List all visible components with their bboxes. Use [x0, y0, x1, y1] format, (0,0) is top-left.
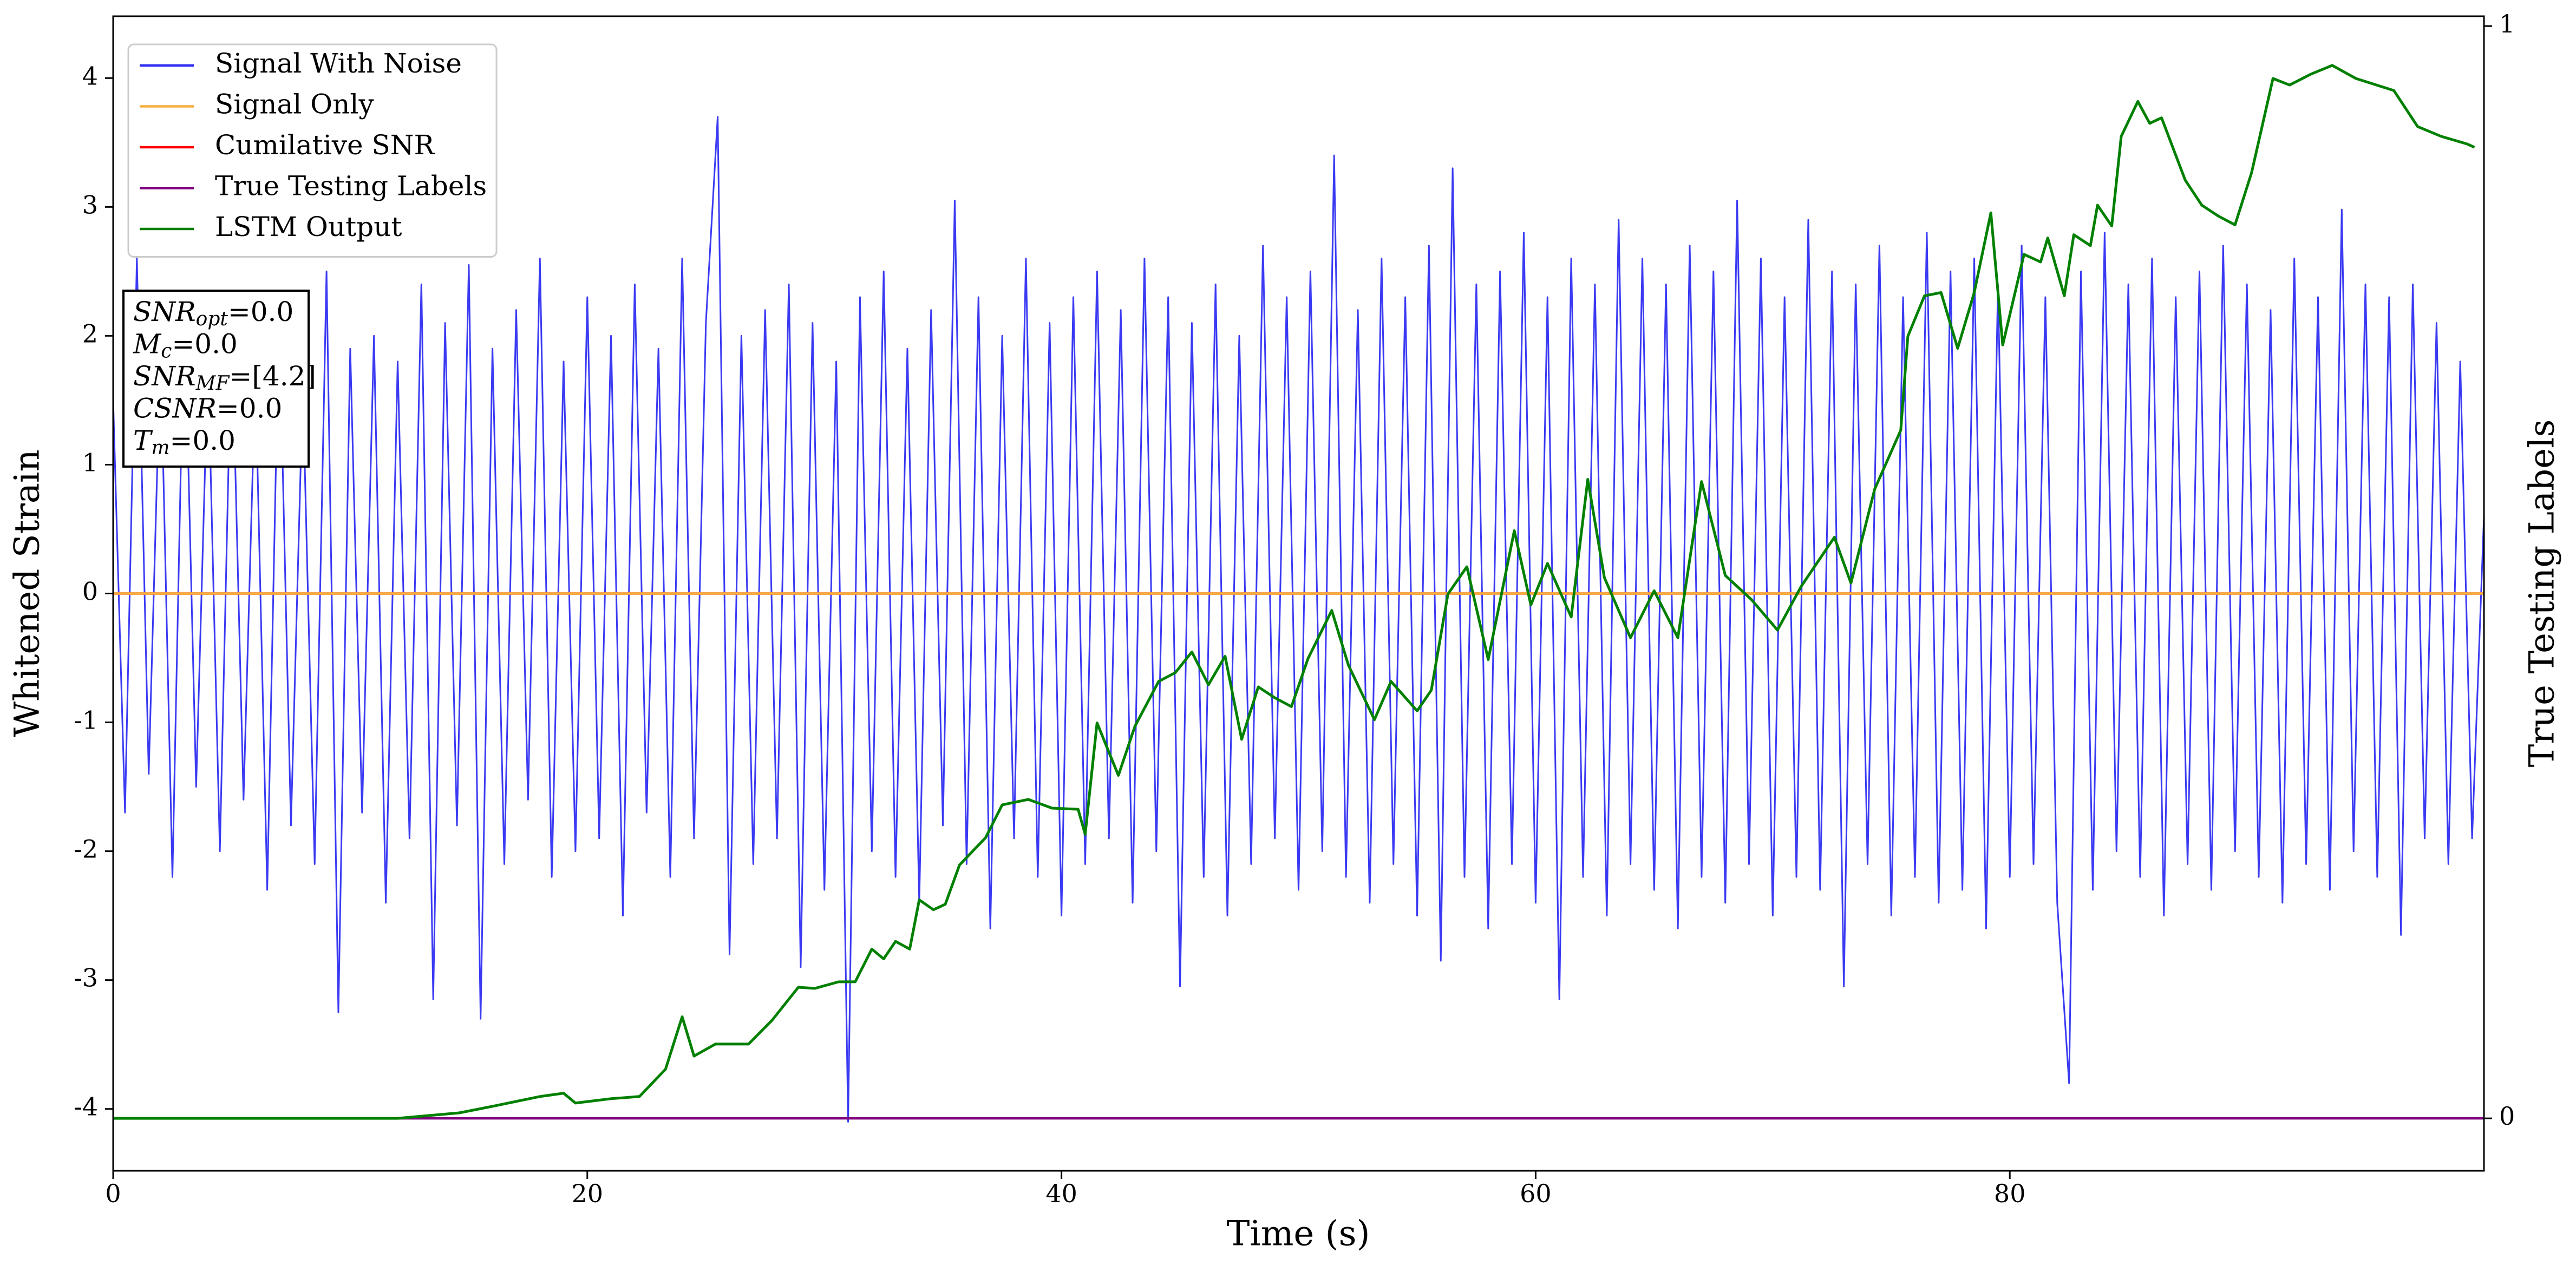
y-tick-label: 2 [82, 319, 98, 348]
annotation-subscript: opt [196, 308, 228, 330]
y-tick-label: 4 [82, 61, 98, 90]
series-line [113, 116, 2484, 1123]
legend-label: Signal With Noise [215, 48, 462, 79]
annotation-subscript: MF [195, 372, 231, 395]
annotation-symbol: T [133, 425, 153, 456]
y-axis-label: Whitened Strain [8, 449, 48, 737]
annotation-subscript: m [151, 437, 169, 459]
annotation-value: =0.0 [172, 329, 237, 360]
annotation-symbol: M [133, 329, 162, 360]
annotation-subscript: c [161, 340, 172, 363]
annotation: Tm=0.0 [133, 425, 236, 459]
legend-label: LSTM Output [215, 211, 402, 242]
annotation-value: =0.0 [228, 296, 293, 327]
annotation: CSNR=0.0 [133, 393, 282, 424]
x-tick-label: 20 [572, 1179, 604, 1208]
y-tick-label: -3 [74, 963, 98, 993]
y-tick-label: 3 [82, 190, 98, 219]
y2-tick-label: 0 [2499, 1101, 2515, 1131]
x-tick-label: 80 [1994, 1179, 2026, 1208]
annotation-value: =0.0 [217, 393, 282, 424]
annotation-box [122, 290, 310, 468]
x-tick-label: 40 [1045, 1179, 1077, 1208]
legend-box [127, 43, 498, 258]
annotation: SNRopt=0.0 [133, 296, 293, 330]
x-tick-label: 60 [1520, 1179, 1552, 1208]
annotation-symbol: CSNR [133, 393, 217, 424]
legend-label: True Testing Labels [215, 171, 487, 202]
legend-label: Cumilative SNR [215, 129, 435, 161]
annotation: Mc=0.0 [133, 329, 238, 363]
annotation: SNRMF=[4.2] [133, 360, 316, 395]
y-tick-label: -2 [74, 835, 98, 864]
annotation-symbol: SNR [133, 360, 196, 392]
x-tick-label: 0 [105, 1179, 121, 1208]
legend-label: Signal Only [215, 89, 374, 120]
y2-axis-label: True Testing Labels [2522, 419, 2562, 768]
x-axis-label: Time (s) [1227, 1214, 1370, 1254]
annotation-value: =[4.2] [230, 360, 316, 392]
y-tick-label: -4 [74, 1092, 98, 1122]
annotation-value: =0.0 [170, 425, 236, 456]
y-tick-label: -1 [74, 706, 98, 735]
annotation-symbol: SNR [133, 296, 196, 327]
y2-tick-label: 1 [2499, 9, 2515, 38]
y-tick-label: 1 [82, 448, 98, 477]
y-tick-label: 0 [82, 577, 98, 606]
plot-area [113, 64, 2484, 1123]
series-line [113, 64, 2475, 1120]
